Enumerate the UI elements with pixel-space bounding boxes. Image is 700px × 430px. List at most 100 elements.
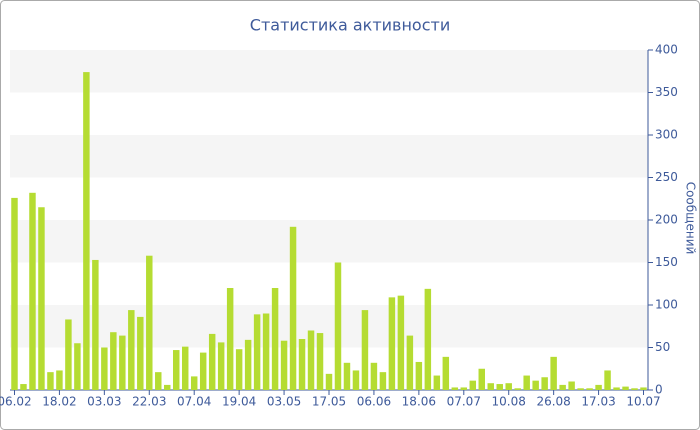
- bar: [208, 333, 216, 390]
- bar: [586, 388, 593, 390]
- x-tick-label: 10.08: [492, 395, 526, 409]
- bar: [56, 370, 63, 390]
- bar: [361, 310, 369, 390]
- bar: [307, 330, 315, 390]
- bar: [128, 310, 135, 390]
- bar: [334, 262, 342, 390]
- bar: [280, 340, 288, 390]
- bar: [11, 197, 18, 390]
- grid-band: [10, 305, 648, 348]
- bar: [343, 362, 351, 390]
- bar: [29, 192, 36, 390]
- bar: [146, 255, 153, 390]
- x-tick-label: 18.06: [402, 395, 436, 409]
- bar: [289, 226, 297, 390]
- bar: [505, 383, 512, 390]
- bar: [155, 372, 162, 390]
- bar: [469, 380, 477, 390]
- x-tick-label: 10.07: [626, 395, 660, 409]
- bar: [65, 319, 72, 390]
- bar: [298, 339, 306, 390]
- bar: [604, 370, 611, 390]
- bar: [235, 349, 243, 390]
- chart-title: Статистика активности: [250, 16, 450, 35]
- bar: [316, 333, 324, 390]
- x-tick-label: 06.02: [0, 395, 32, 409]
- bar: [92, 259, 99, 390]
- bar: [379, 372, 387, 390]
- bar: [38, 207, 45, 390]
- bar: [164, 384, 171, 390]
- bar: [119, 335, 126, 390]
- bar: [137, 316, 144, 390]
- x-tick-label: 22.03: [132, 395, 166, 409]
- bar: [325, 373, 333, 390]
- bar: [568, 381, 575, 390]
- y-tick-label: 300: [655, 128, 678, 142]
- x-tick-label: 17.05: [312, 395, 346, 409]
- y-tick-label: 0: [655, 383, 663, 397]
- bar: [442, 356, 450, 390]
- y-tick-label: 250: [655, 170, 678, 184]
- bar: [101, 347, 108, 390]
- bar: [478, 368, 485, 390]
- bar: [47, 372, 54, 390]
- grid-band: [10, 50, 648, 93]
- bar: [397, 295, 405, 390]
- bar: [370, 362, 378, 390]
- x-tick-label: 07.07: [447, 395, 481, 409]
- bar: [532, 380, 539, 390]
- bar: [74, 343, 81, 390]
- bar: [352, 370, 360, 390]
- bar: [244, 339, 252, 390]
- bar: [271, 288, 279, 390]
- bar: [190, 376, 198, 390]
- bar: [487, 383, 494, 390]
- bar: [631, 388, 638, 390]
- y-tick-label: 350: [655, 85, 678, 99]
- bar: [415, 361, 423, 390]
- bar: [181, 346, 189, 390]
- bar: [226, 288, 234, 390]
- bar: [514, 388, 521, 390]
- bar: [424, 288, 432, 390]
- grid-band: [10, 135, 648, 178]
- x-tick-label: 18.02: [42, 395, 76, 409]
- bar: [640, 387, 647, 390]
- x-tick-label: 03.03: [87, 395, 121, 409]
- y-tick-label: 50: [655, 340, 670, 354]
- bar: [496, 384, 503, 390]
- bar: [577, 388, 584, 390]
- bar: [217, 342, 225, 390]
- bar: [433, 375, 441, 390]
- bar: [559, 384, 566, 390]
- y-axis-label: Сообщений: [684, 182, 698, 255]
- bar: [110, 332, 117, 390]
- x-tick-label: 26.08: [536, 395, 570, 409]
- bar: [262, 313, 270, 390]
- grid-band: [10, 220, 648, 263]
- bar: [550, 356, 557, 390]
- bar: [460, 387, 468, 390]
- y-tick-label: 200: [655, 213, 678, 227]
- bar: [20, 384, 27, 390]
- bar: [451, 387, 459, 390]
- x-tick-label: 06.06: [357, 395, 391, 409]
- bar: [83, 72, 90, 390]
- bar: [173, 350, 180, 390]
- x-tick-label: 19.04: [222, 395, 256, 409]
- bar: [523, 375, 530, 390]
- bar: [388, 297, 396, 390]
- y-tick-label: 100: [655, 298, 678, 312]
- x-tick-label: 07.04: [177, 395, 211, 409]
- x-tick-label: 03.05: [267, 395, 301, 409]
- bar: [613, 387, 620, 390]
- bar: [595, 384, 602, 390]
- bar: [622, 386, 629, 390]
- y-tick-label: 150: [655, 255, 678, 269]
- bar: [541, 377, 548, 390]
- y-tick-label: 400: [655, 43, 678, 57]
- bar: [199, 352, 207, 390]
- bar: [406, 335, 414, 390]
